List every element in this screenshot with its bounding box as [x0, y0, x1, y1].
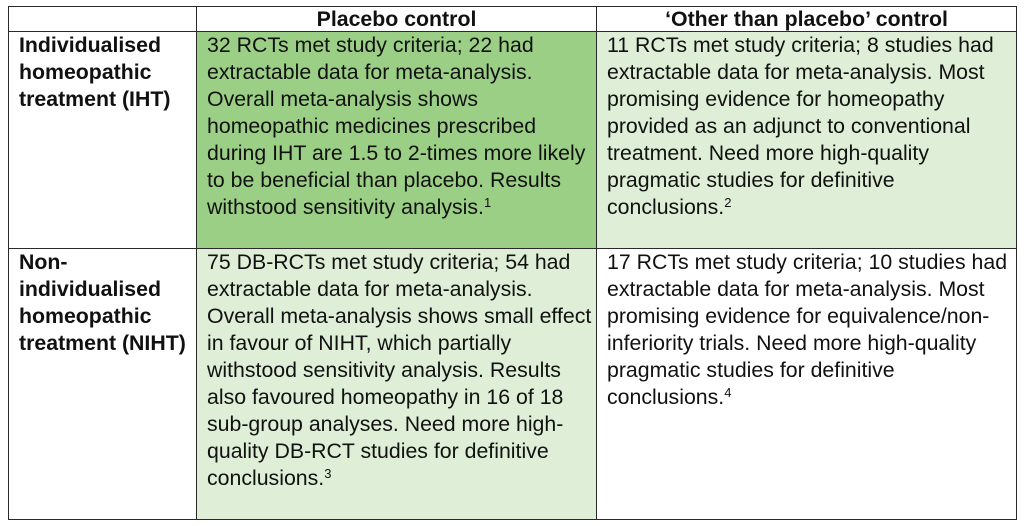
cell-niht-placebo-text: 75 DB-RCTs met study criteria; 54 had ex…	[207, 250, 592, 490]
reference-4: 4	[724, 384, 732, 400]
row-label-iht: Individualised homeopathic treatment (IH…	[8, 31, 197, 249]
reference-1: 1	[483, 194, 492, 210]
cell-iht-other-text: 11 RCTs met study criteria; 8 studies ha…	[607, 33, 994, 219]
cell-iht-other: 11 RCTs met study criteria; 8 studies ha…	[596, 31, 1017, 249]
reference-2: 2	[724, 194, 732, 210]
row-iht: Individualised homeopathic treatment (IH…	[8, 31, 1017, 249]
row-niht: Non-individualised homeopathic treatment…	[8, 248, 1017, 520]
cell-iht-placebo-text: 32 RCTs met study criteria; 22 had extra…	[207, 33, 586, 219]
row-label-niht: Non-individualised homeopathic treatment…	[8, 248, 197, 520]
header-placebo-control: Placebo control	[196, 6, 597, 32]
evidence-summary-table: Placebo control ‘Other than placebo’ con…	[8, 6, 1017, 520]
header-empty-cell	[8, 6, 197, 32]
reference-3: 3	[324, 465, 332, 481]
header-other-than-placebo-control: ‘Other than placebo’ control	[596, 6, 1017, 32]
cell-niht-placebo: 75 DB-RCTs met study criteria; 54 had ex…	[196, 248, 597, 520]
cell-iht-placebo: 32 RCTs met study criteria; 22 had extra…	[196, 31, 597, 249]
header-row: Placebo control ‘Other than placebo’ con…	[8, 6, 1017, 32]
cell-niht-other-text: 17 RCTs met study criteria; 10 studies h…	[607, 250, 1008, 409]
cell-niht-other: 17 RCTs met study criteria; 10 studies h…	[596, 248, 1017, 520]
